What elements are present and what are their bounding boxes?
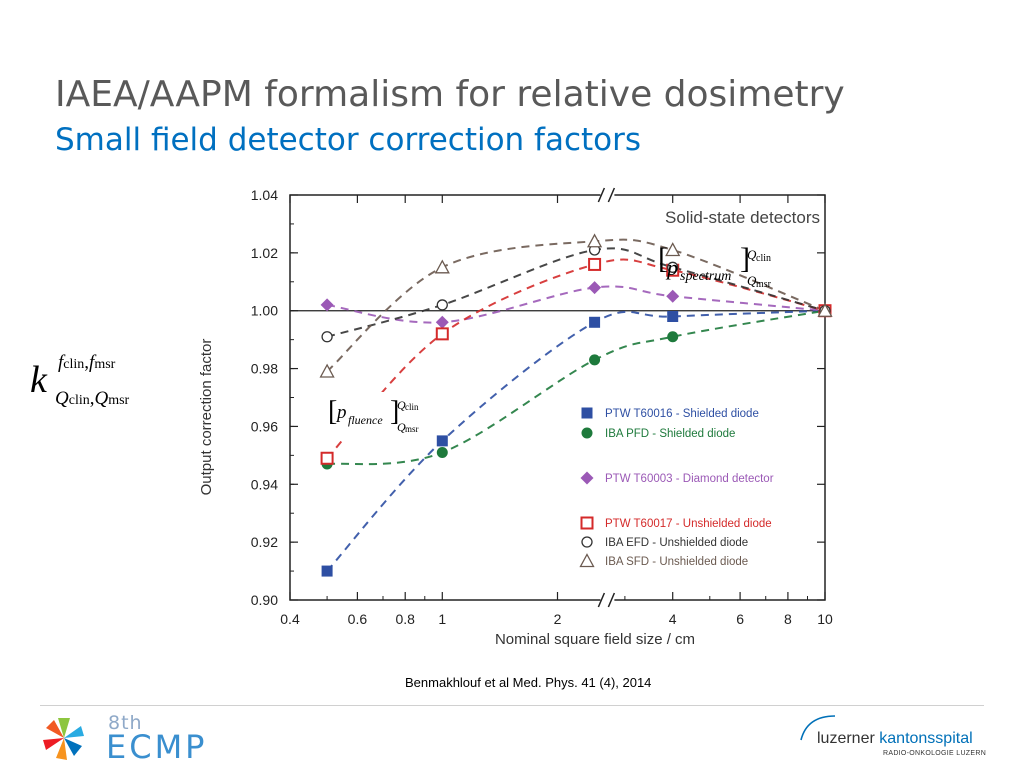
data-point-s0-2 — [589, 316, 601, 328]
luks-name-light: luzerner — [817, 730, 875, 747]
data-point-s5-4 — [817, 302, 833, 317]
data-point-s5-3 — [665, 242, 681, 257]
ecmp-logo: 8th ECMP — [38, 710, 248, 770]
svg-text:Q: Q — [397, 398, 406, 412]
data-point-s5-0 — [319, 363, 335, 378]
svg-text:[: [ — [658, 242, 668, 275]
data-point-s2-3 — [666, 289, 680, 303]
data-point-s3-1 — [435, 327, 449, 341]
p-spectrum-annotation: [ p spectrum ] Q clin Q msr — [658, 242, 772, 290]
y-tick-label: 1.04 — [251, 187, 278, 203]
slide-title: IAEA/AAPM formalism for relative dosimet… — [55, 74, 845, 115]
y-tick-label: 0.96 — [251, 418, 278, 434]
svg-text:Q: Q — [747, 247, 757, 262]
y-tick-label: 0.92 — [251, 534, 278, 550]
x-tick-label: 6 — [736, 611, 744, 627]
svg-text:Q: Q — [397, 420, 406, 434]
svg-text:spectrum: spectrum — [680, 269, 731, 284]
data-point-s4-0 — [321, 331, 333, 343]
axis-break-mark — [597, 187, 606, 203]
axis-break-mark — [607, 187, 616, 203]
svg-text:clin: clin — [405, 402, 419, 412]
luks-arc-icon — [800, 715, 836, 741]
p-fluence-annotation: [ p fluence ] Q clin Q msr — [326, 392, 432, 438]
data-point-s1-1 — [436, 446, 448, 458]
x-axis-label: Nominal square field size / cm — [495, 631, 695, 648]
legend-label-0: PTW T60016 - Shielded diode — [605, 408, 759, 420]
ecmp-star-icon — [43, 718, 84, 760]
citation: Benmakhlouf et al Med. Phys. 41 (4), 201… — [405, 675, 652, 690]
svg-text:]: ] — [740, 242, 750, 275]
legend-label-2: PTW T60003 - Diamond detector — [605, 473, 774, 485]
svg-text:Q: Q — [747, 273, 757, 288]
series-curve-5 — [326, 238, 826, 373]
axis-break-mark — [597, 592, 606, 608]
data-point-s2-2 — [588, 281, 602, 295]
y-axis-label: Output correction factor — [198, 339, 215, 496]
x-tick-label: 0.4 — [280, 611, 300, 627]
data-point-s2-1 — [435, 315, 449, 329]
x-tick-label: 10 — [817, 611, 833, 627]
data-point-s0-3 — [667, 311, 679, 322]
series-curve-0 — [326, 309, 826, 572]
data-point-s0-1 — [436, 435, 448, 447]
data-point-s4-3 — [667, 261, 679, 273]
x-tick-label: 8 — [784, 611, 792, 627]
axis-break-mark — [607, 592, 616, 608]
legend-label-3: PTW T60017 - Unshielded diode — [605, 518, 772, 530]
y-tick-label: 0.94 — [251, 476, 278, 492]
legend-label-5: IBA SFD - Unshielded diode — [605, 556, 748, 568]
data-point-s1-3 — [667, 331, 679, 343]
k-letter: k — [30, 359, 47, 401]
ecmp-edition: 8th — [108, 712, 143, 734]
y-tick-label: 0.98 — [251, 361, 278, 377]
x-tick-label: 0.6 — [348, 611, 368, 627]
data-point-s3-2 — [588, 257, 602, 271]
series-curve-1 — [326, 309, 826, 466]
chart-axes: 0.90 0.92 0.94 0.96 0.98 1.00 1.02 1.04 0.4 0.6 0.… — [251, 187, 833, 627]
data-point-s5-2 — [586, 233, 603, 248]
chart-markers — [319, 233, 833, 577]
chart-legend: PTW T60016 - Shielded diode IBA PFD - Shi… — [579, 407, 774, 568]
data-point-s2-0 — [320, 298, 334, 312]
x-tick-label: 1 — [438, 611, 446, 627]
x-tick-label: 0.8 — [395, 611, 415, 627]
legend-marker-3 — [580, 516, 594, 530]
svg-text:msr: msr — [756, 279, 772, 290]
legend-marker-4 — [581, 536, 593, 548]
data-point-s5-1 — [434, 259, 450, 274]
svg-text:]: ] — [390, 396, 399, 427]
x-tick-label: 4 — [669, 611, 677, 627]
k-subscript: Qclin,Qmsr — [55, 388, 130, 409]
data-point-s3-0 — [320, 451, 334, 465]
data-point-s0-0 — [321, 565, 333, 577]
svg-text:fluence: fluence — [348, 413, 383, 427]
legend-marker-5 — [579, 553, 595, 568]
k-superscript: fclin,fmsr — [58, 352, 116, 373]
ecmp-name: ECMP — [106, 728, 208, 766]
svg-text:msr: msr — [405, 424, 419, 434]
svg-text:p: p — [335, 402, 347, 423]
svg-text:p: p — [665, 255, 678, 280]
footer-divider — [40, 705, 984, 706]
x-tick-label: 2 — [554, 611, 562, 627]
svg-text:clin: clin — [756, 253, 771, 264]
chart-title: Solid-state detectors — [665, 208, 820, 227]
luks-name-bold: kantonsspital — [879, 730, 973, 747]
slide-subtitle: Small field detector correction factors — [55, 122, 642, 158]
series-curve-3 — [326, 258, 826, 459]
data-point-s4-1 — [436, 299, 448, 311]
legend-marker-0 — [581, 407, 593, 419]
legend-label-1: IBA PFD - Shielded diode — [605, 428, 735, 440]
y-tick-label: 1.02 — [251, 245, 278, 261]
data-point-s1-2 — [589, 354, 601, 366]
legend-label-4: IBA EFD - Unshielded diode — [605, 537, 748, 549]
luks-department: RADIO-ONKOLOGIE LUZERN — [883, 750, 987, 757]
y-tick-label: 1.00 — [251, 303, 278, 319]
legend-marker-2 — [580, 471, 594, 485]
y-tick-label: 0.90 — [251, 592, 278, 608]
output-correction-chart: 0.90 0.92 0.94 0.96 0.98 1.00 1.02 1.04 0.4 0.6 0.… — [198, 187, 833, 648]
legend-marker-1 — [581, 427, 593, 439]
svg-text:[: [ — [328, 396, 337, 427]
